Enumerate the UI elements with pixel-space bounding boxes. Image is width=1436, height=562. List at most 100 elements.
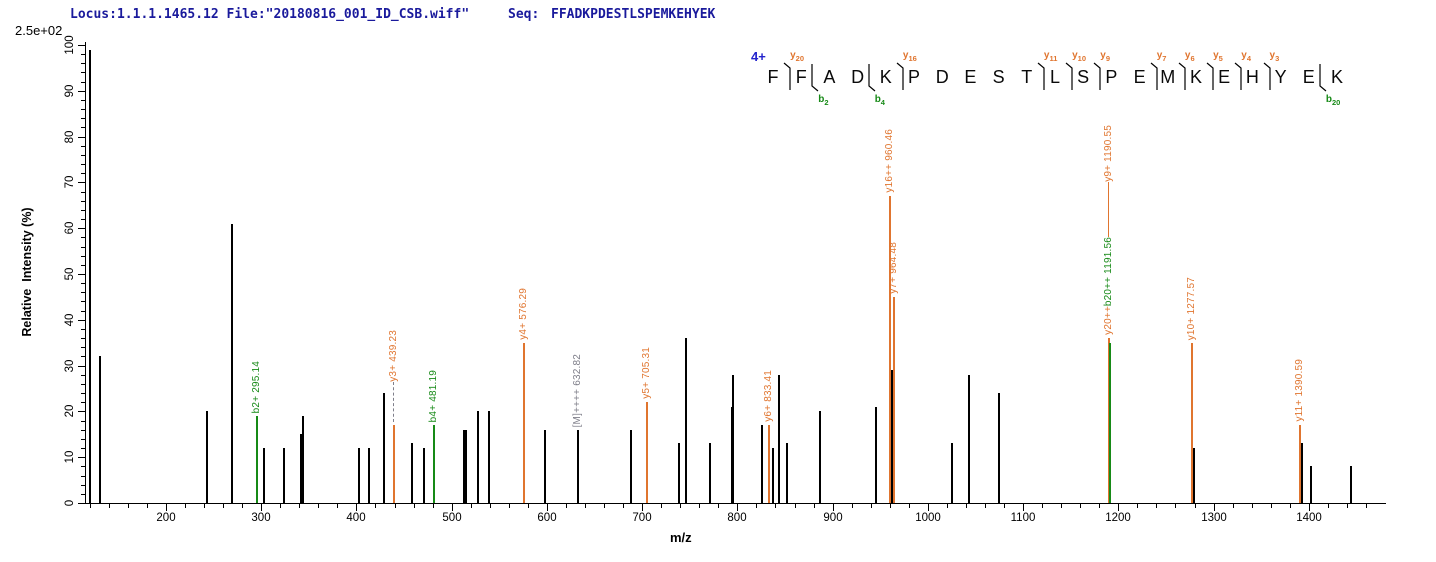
peak-label: y11+ 1390.59 [1293, 359, 1305, 422]
peak-label: b2+ 295.14 [250, 360, 262, 413]
peak [772, 448, 774, 503]
x-minor-tick [890, 504, 891, 508]
y-ion-label: y16 [902, 50, 917, 64]
x-minor-tick [604, 504, 605, 508]
residue-letter: H [1245, 67, 1259, 87]
x-major-tick [1214, 504, 1215, 511]
y-ion-label: y9 [1100, 50, 1111, 64]
x-tick-label: 1400 [1296, 512, 1322, 524]
x-minor-tick [1347, 504, 1348, 508]
y-fragment-divider [1206, 62, 1214, 90]
x-minor-tick [433, 504, 434, 508]
x-minor-tick [1195, 504, 1196, 508]
y-major-tick [78, 182, 85, 184]
x-minor-tick [1271, 504, 1272, 508]
residue-letter: E [1133, 67, 1146, 87]
sequence-header-value: FFADKPDESTLSPEMKEHYEK [551, 7, 716, 22]
x-major-tick [737, 504, 738, 511]
x-minor-tick [718, 504, 719, 508]
x-minor-tick [871, 504, 872, 508]
annotated-peak [1299, 425, 1301, 503]
y-tick-label: 30 [64, 359, 76, 372]
residue-letter: P [1105, 67, 1118, 87]
x-minor-tick [775, 504, 776, 508]
y-major-tick [78, 365, 85, 367]
x-minor-tick [756, 504, 757, 508]
peak [998, 393, 1000, 503]
annotated-peak [889, 196, 891, 503]
peak-label: y6+ 833.41 [762, 370, 774, 422]
x-minor-tick [299, 504, 300, 508]
x-minor-tick [909, 504, 910, 508]
x-tick-label: 1300 [1201, 512, 1227, 524]
y-minor-tick [81, 237, 85, 239]
peak [678, 443, 680, 503]
residue-letter: M [1160, 67, 1176, 87]
b-fragment-divider [868, 64, 876, 92]
x-minor-tick [375, 504, 376, 508]
y-minor-tick [81, 493, 85, 495]
y-ion-label: y7 [1156, 50, 1167, 64]
y-fragment-divider [1178, 62, 1186, 90]
label-leader-dashed [392, 382, 394, 422]
peak-label-stack: y4+ 576.29 [516, 288, 530, 340]
x-minor-tick [242, 504, 243, 508]
x-tick-label: 300 [251, 512, 271, 524]
peak [463, 430, 465, 503]
peak [1193, 448, 1195, 503]
y-minor-tick [81, 173, 85, 175]
peak [300, 434, 302, 503]
y-minor-tick [81, 347, 85, 349]
y-fragment-divider [896, 62, 904, 90]
y-minor-tick [81, 448, 85, 450]
x-minor-tick [623, 504, 624, 508]
x-minor-tick [280, 504, 281, 508]
x-minor-tick [204, 504, 205, 508]
annotated-peak [433, 425, 435, 503]
precursor-charge-label: 4+ [751, 49, 766, 64]
x-minor-tick [1061, 504, 1062, 508]
residue-letter: D [935, 67, 949, 87]
peak [263, 448, 265, 503]
y-minor-tick [81, 466, 85, 468]
x-minor-tick [1252, 504, 1253, 508]
y-tick-label: 100 [64, 35, 76, 55]
x-minor-tick [509, 504, 510, 508]
label-leader [1107, 182, 1109, 238]
peak [302, 416, 304, 503]
y-minor-tick [81, 191, 85, 193]
residue-letter: S [992, 67, 1005, 87]
peak [630, 430, 632, 503]
y-minor-tick [81, 402, 85, 404]
peak-label: y3+ 439.23 [387, 330, 399, 382]
x-minor-tick [1175, 504, 1176, 508]
x-major-tick [1023, 504, 1024, 511]
x-minor-tick [1099, 504, 1100, 508]
x-minor-tick [128, 504, 129, 508]
y-axis-title: Relative Intensity (%) [20, 207, 34, 337]
x-major-tick [833, 504, 834, 511]
y-ion-label: y20 [790, 50, 804, 64]
y-minor-tick [81, 393, 85, 395]
x-major-tick [1118, 504, 1119, 511]
x-minor-tick [490, 504, 491, 508]
peak [231, 224, 233, 503]
residue-letter: T [1021, 67, 1033, 87]
x-major-tick [928, 504, 929, 511]
x-tick-label: 700 [632, 512, 652, 524]
y-minor-tick [81, 484, 85, 486]
x-minor-tick [566, 504, 567, 508]
y-minor-tick [81, 420, 85, 422]
x-minor-tick [414, 504, 415, 508]
x-minor-tick [1080, 504, 1081, 508]
x-minor-tick [471, 504, 472, 508]
x-minor-tick [814, 504, 815, 508]
annotated-peak [393, 425, 395, 503]
x-axis-line [85, 503, 1386, 504]
residue-letter: F [795, 67, 807, 87]
peak [951, 443, 953, 503]
x-minor-tick [1042, 504, 1043, 508]
y-tick-label: 10 [64, 450, 76, 464]
y-minor-tick [81, 118, 85, 120]
peak [732, 375, 734, 503]
